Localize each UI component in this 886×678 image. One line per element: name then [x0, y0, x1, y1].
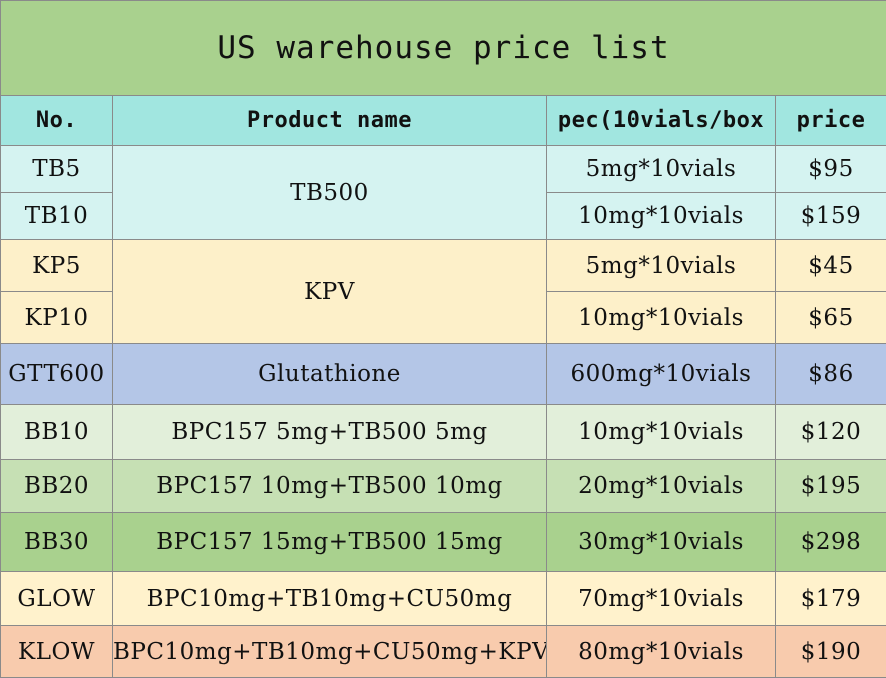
product-name: Glutathione: [113, 344, 547, 405]
header-price: price: [776, 96, 886, 146]
table-row: BB10 BPC157 5mg+TB500 5mg 10mg*10vials $…: [1, 405, 886, 460]
table-row: TB5 TB500 5mg*10vials $95: [1, 146, 886, 193]
product-name: BPC157 10mg+TB500 10mg: [113, 460, 547, 513]
product-price: $195: [776, 460, 886, 513]
product-name: BPC157 5mg+TB500 5mg: [113, 405, 547, 460]
header-product: Product name: [113, 96, 547, 146]
product-spec: 70mg*10vials: [547, 572, 776, 626]
product-code: KLOW: [1, 626, 113, 678]
product-code: TB10: [1, 193, 113, 240]
product-price: $65: [776, 292, 886, 344]
product-code: BB30: [1, 513, 113, 572]
product-name: TB500: [113, 146, 547, 240]
product-spec: 5mg*10vials: [547, 240, 776, 292]
table-row: KP5 KPV 5mg*10vials $45: [1, 240, 886, 292]
product-name: KPV: [113, 240, 547, 344]
product-price: $120: [776, 405, 886, 460]
header-no: No.: [1, 96, 113, 146]
product-price: $190: [776, 626, 886, 678]
product-price: $95: [776, 146, 886, 193]
product-code: GTT600: [1, 344, 113, 405]
product-spec: 30mg*10vials: [547, 513, 776, 572]
product-code: GLOW: [1, 572, 113, 626]
product-price: $179: [776, 572, 886, 626]
header-spec: pec(10vials/box: [547, 96, 776, 146]
product-code: BB10: [1, 405, 113, 460]
table-row: BB30 BPC157 15mg+TB500 15mg 30mg*10vials…: [1, 513, 886, 572]
product-code: KP10: [1, 292, 113, 344]
product-price: $45: [776, 240, 886, 292]
product-spec: 5mg*10vials: [547, 146, 776, 193]
product-spec: 20mg*10vials: [547, 460, 776, 513]
header-row: No. Product name pec(10vials/box price: [1, 96, 886, 146]
product-spec: 10mg*10vials: [547, 292, 776, 344]
product-price: $159: [776, 193, 886, 240]
product-code: BB20: [1, 460, 113, 513]
product-name: BPC10mg+TB10mg+CU50mg+KPV10mg: [113, 626, 547, 678]
product-spec: 10mg*10vials: [547, 193, 776, 240]
product-spec: 80mg*10vials: [547, 626, 776, 678]
product-name: BPC10mg+TB10mg+CU50mg: [113, 572, 547, 626]
product-price: $298: [776, 513, 886, 572]
product-code: TB5: [1, 146, 113, 193]
table-row: KLOW BPC10mg+TB10mg+CU50mg+KPV10mg 80mg*…: [1, 626, 886, 678]
table-row: GLOW BPC10mg+TB10mg+CU50mg 70mg*10vials …: [1, 572, 886, 626]
product-name: BPC157 15mg+TB500 15mg: [113, 513, 547, 572]
table-row: BB20 BPC157 10mg+TB500 10mg 20mg*10vials…: [1, 460, 886, 513]
page-title: US warehouse price list: [1, 1, 886, 96]
product-price: $86: [776, 344, 886, 405]
table-row: GTT600 Glutathione 600mg*10vials $86: [1, 344, 886, 405]
title-row: US warehouse price list: [1, 1, 886, 96]
product-spec: 600mg*10vials: [547, 344, 776, 405]
product-code: KP5: [1, 240, 113, 292]
product-spec: 10mg*10vials: [547, 405, 776, 460]
